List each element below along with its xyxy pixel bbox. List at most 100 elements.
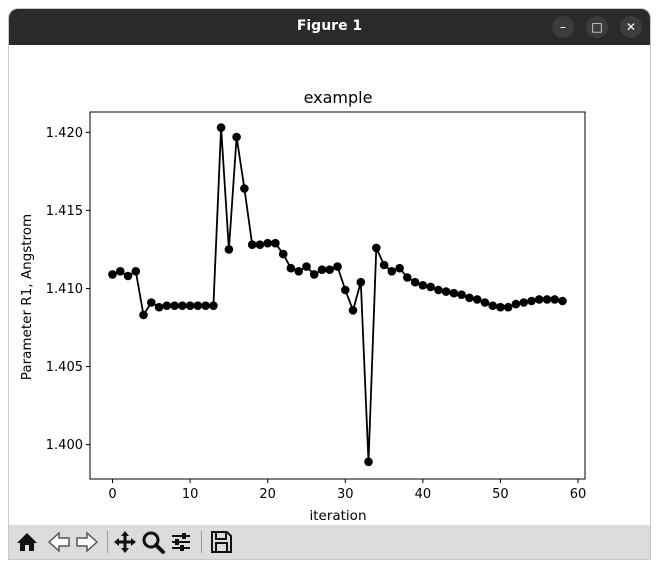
- data-point: [302, 262, 311, 271]
- data-point: [488, 301, 497, 310]
- y-tick-label: 1.410: [46, 282, 83, 297]
- data-point: [333, 262, 342, 271]
- data-point: [395, 264, 404, 273]
- minimize-button[interactable]: –: [552, 16, 574, 38]
- pan-icon: [111, 528, 139, 556]
- chart-title: example: [304, 88, 373, 107]
- data-point: [411, 278, 420, 287]
- data-point: [426, 283, 435, 292]
- x-tick-label: 20: [259, 487, 276, 502]
- data-point: [543, 295, 552, 304]
- x-tick-label: 40: [415, 487, 432, 502]
- back-button[interactable]: [45, 528, 73, 556]
- y-tick-label: 1.405: [46, 360, 83, 375]
- data-point: [294, 267, 303, 276]
- data-point: [232, 133, 241, 142]
- configure-subplots-button[interactable]: [167, 528, 195, 556]
- data-point: [349, 306, 358, 315]
- data-point: [519, 298, 528, 307]
- data-point: [194, 301, 203, 310]
- toolbar-separator: [107, 531, 108, 553]
- data-point: [434, 286, 443, 295]
- data-marks: [108, 123, 567, 466]
- data-point: [380, 261, 389, 270]
- data-point: [256, 240, 265, 249]
- data-point: [481, 298, 490, 307]
- data-point: [310, 270, 319, 279]
- data-point: [550, 295, 559, 304]
- minimize-icon: –: [560, 20, 566, 34]
- y-tick-label: 1.400: [46, 438, 83, 453]
- data-point: [108, 270, 117, 279]
- x-tick-label: 50: [492, 487, 509, 502]
- forward-button[interactable]: [73, 528, 101, 556]
- x-tick-label: 10: [182, 487, 199, 502]
- series-line: [113, 128, 563, 462]
- x-axis-label: iteration: [309, 508, 366, 524]
- maximize-button[interactable]: □: [586, 16, 608, 38]
- title-bar[interactable]: Figure 1 – □ ✕: [9, 9, 650, 45]
- data-point: [186, 301, 195, 310]
- navigation-toolbar: [9, 525, 650, 559]
- data-point: [225, 245, 234, 254]
- x-tick-label: 0: [108, 487, 116, 502]
- x-tick-label: 30: [337, 487, 354, 502]
- data-point: [170, 301, 179, 310]
- y-tick-label: 1.420: [46, 126, 83, 141]
- back-arrow-icon: [45, 528, 73, 556]
- data-point: [442, 287, 451, 296]
- data-point: [558, 297, 567, 306]
- figure-canvas[interactable]: example 0 10 20 30 40 50 60 1.400 1.405 1.410 1.41…: [9, 45, 650, 525]
- y-tick-label: 1.415: [46, 204, 83, 219]
- data-point: [473, 295, 482, 304]
- plot-frame: [90, 112, 585, 479]
- data-point: [240, 184, 249, 193]
- data-point: [457, 290, 466, 299]
- data-point: [318, 265, 327, 274]
- data-point: [527, 297, 536, 306]
- data-point: [217, 123, 226, 132]
- data-point: [279, 250, 288, 259]
- data-point: [163, 301, 172, 310]
- data-point: [271, 239, 280, 248]
- home-button[interactable]: [13, 528, 41, 556]
- zoom-icon: [139, 528, 167, 556]
- data-point: [178, 301, 187, 310]
- chart: example 0 10 20 30 40 50 60 1.400 1.405 1.410 1.41…: [9, 45, 650, 525]
- data-point: [116, 267, 125, 276]
- data-point: [496, 303, 505, 312]
- data-point: [201, 301, 210, 310]
- y-axis-label: Parameter R1, Angstrom: [19, 214, 35, 380]
- data-point: [132, 267, 141, 276]
- data-point: [155, 303, 164, 312]
- data-point: [512, 300, 521, 309]
- figure-window: Figure 1 – □ ✕ example 0 10 20 30 40 50 60 1.40…: [9, 9, 650, 559]
- data-point: [372, 244, 381, 253]
- toolbar-separator: [201, 531, 202, 553]
- data-point: [341, 286, 350, 295]
- save-button[interactable]: [207, 528, 235, 556]
- data-point: [535, 295, 544, 304]
- data-point: [124, 272, 133, 281]
- data-point: [357, 278, 366, 287]
- data-point: [209, 301, 218, 310]
- home-icon: [13, 528, 41, 556]
- data-point: [147, 298, 156, 307]
- pan-button[interactable]: [111, 528, 139, 556]
- data-point: [139, 311, 148, 320]
- data-point: [248, 240, 257, 249]
- data-point: [403, 273, 412, 282]
- close-icon: ✕: [626, 20, 636, 34]
- data-point: [388, 267, 397, 276]
- forward-arrow-icon: [73, 528, 101, 556]
- x-tick-label: 60: [570, 487, 587, 502]
- configure-subplots-icon: [167, 528, 195, 556]
- zoom-button[interactable]: [139, 528, 167, 556]
- data-point: [504, 303, 513, 312]
- data-point: [287, 264, 296, 273]
- data-point: [450, 289, 459, 298]
- close-button[interactable]: ✕: [620, 16, 642, 38]
- data-point: [325, 265, 334, 274]
- save-icon: [207, 528, 235, 556]
- data-point: [364, 458, 373, 467]
